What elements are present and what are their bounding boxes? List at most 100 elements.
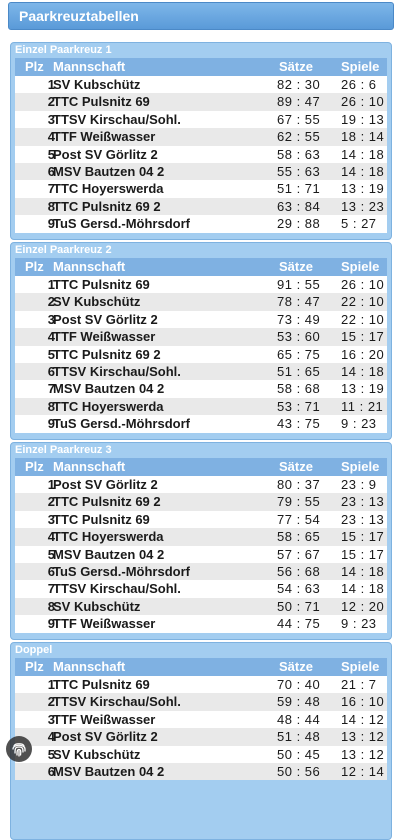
row-saetze: 53 : 71 [277, 398, 321, 414]
row-team: TuS Gersd.-Möhrsdorf [53, 216, 190, 232]
row-team: TTF Weißwasser [53, 129, 156, 145]
row-saetze: 79 : 55 [277, 494, 321, 510]
table-row[interactable]: 9 TuS Gersd.-Möhrsdorf 43 : 75 9 : 23 [15, 415, 387, 432]
row-team: TTC Pulsnitz 69 [53, 677, 150, 692]
table-row[interactable]: 5 Post SV Görlitz 2 58 : 63 14 : 18 [15, 146, 387, 163]
row-spiele: 9 : 23 [341, 616, 377, 632]
row-saetze: 51 : 48 [277, 729, 321, 745]
row-spiele: 23 : 13 [341, 494, 385, 510]
row-saetze: 53 : 60 [277, 329, 321, 345]
header-team: Mannschaft [53, 459, 126, 474]
row-rank: 2 [47, 494, 55, 510]
row-spiele: 14 : 18 [341, 146, 385, 162]
table-row[interactable]: 6 TuS Gersd.-Möhrsdorf 56 : 68 14 : 18 [15, 562, 387, 581]
header-team: Mannschaft [53, 259, 126, 274]
row-team: Post SV Görlitz 2 [53, 477, 158, 492]
row-saetze: 43 : 75 [277, 416, 321, 432]
header-saetze: Sätze [279, 459, 313, 474]
row-team: MSV Bautzen 04 2 [53, 546, 165, 562]
table-row[interactable]: 1 TTC Pulsnitz 69 70 : 40 21 : 7 [15, 676, 387, 693]
row-saetze: 59 : 48 [277, 694, 321, 710]
row-spiele: 18 : 14 [341, 129, 385, 145]
table-row[interactable]: 2 SV Kubschütz 78 : 47 22 : 10 [15, 293, 387, 311]
fingerprint-icon [12, 743, 26, 757]
row-spiele: 21 : 7 [341, 677, 377, 692]
row-rank: 3 [47, 711, 55, 727]
table-row[interactable]: 3 TTSV Kirschau/Sohl. 67 : 55 19 : 13 [15, 111, 387, 128]
table-row[interactable]: 4 TTF Weißwasser 62 : 55 18 : 14 [15, 128, 387, 146]
row-rank: 1 [47, 677, 55, 692]
table-row[interactable]: 9 TTF Weißwasser 44 : 75 9 : 23 [15, 615, 387, 632]
table-row[interactable]: 8 SV Kubschütz 50 : 71 12 : 20 [15, 597, 387, 616]
fingerprint-button[interactable] [6, 736, 32, 762]
row-team: TTC Pulsnitz 69 [53, 94, 150, 110]
table-row[interactable]: 2 TTSV Kirschau/Sohl. 59 : 48 16 : 10 [15, 693, 387, 711]
row-spiele: 14 : 18 [341, 581, 385, 597]
row-team: TTSV Kirschau/Sohl. [53, 111, 181, 127]
table-row[interactable]: 8 TTC Pulsnitz 69 2 63 : 84 13 : 23 [15, 197, 387, 216]
header-saetze: Sätze [279, 259, 313, 274]
row-saetze: 55 : 63 [277, 163, 321, 179]
row-team: TuS Gersd.-Möhrsdorf [53, 416, 190, 432]
table-row[interactable]: 2 TTC Pulsnitz 69 2 79 : 55 23 : 13 [15, 493, 387, 511]
table-row[interactable]: 3 TTC Pulsnitz 69 77 : 54 23 : 13 [15, 511, 387, 528]
row-saetze: 58 : 63 [277, 146, 321, 162]
row-team: Post SV Görlitz 2 [53, 146, 158, 162]
row-rank: 5 [47, 546, 55, 562]
table-row[interactable]: 2 TTC Pulsnitz 69 89 : 47 26 : 10 [15, 93, 387, 111]
row-saetze: 73 : 49 [277, 311, 321, 327]
row-rank: 8 [47, 398, 55, 414]
row-spiele: 16 : 10 [341, 694, 385, 710]
row-saetze: 58 : 65 [277, 529, 321, 545]
row-saetze: 48 : 44 [277, 711, 321, 727]
table-row[interactable]: 1 Post SV Görlitz 2 80 : 37 23 : 9 [15, 476, 387, 493]
table-row[interactable]: 4 TTC Hoyerswerda 58 : 65 15 : 17 [15, 528, 387, 546]
row-saetze: 58 : 68 [277, 381, 321, 397]
table-header: Plz Mannschaft Sätze Spiele [15, 658, 387, 676]
row-spiele: 15 : 17 [341, 329, 385, 345]
row-spiele: 11 : 21 [341, 398, 384, 414]
header-spiele: Spiele [341, 459, 380, 474]
table-row[interactable]: 4 Post SV Görlitz 2 51 : 48 13 : 12 [15, 728, 387, 746]
table-row[interactable]: 6 MSV Bautzen 04 2 50 : 56 12 : 14 [15, 762, 387, 781]
table-row[interactable]: 7 MSV Bautzen 04 2 58 : 68 13 : 19 [15, 380, 387, 397]
row-rank: 9 [47, 616, 55, 632]
table-row[interactable]: 6 MSV Bautzen 04 2 55 : 63 14 : 18 [15, 162, 387, 181]
row-rank: 3 [47, 511, 55, 527]
row-spiele: 13 : 19 [341, 181, 385, 197]
row-saetze: 63 : 84 [277, 198, 321, 214]
row-rank: 6 [47, 163, 55, 179]
row-rank: 8 [47, 198, 55, 214]
row-team: TTC Hoyerswerda [53, 529, 164, 545]
table-row[interactable]: 6 TTSV Kirschau/Sohl. 51 : 65 14 : 18 [15, 362, 387, 381]
table-row[interactable]: 9 TuS Gersd.-Möhrsdorf 29 : 88 5 : 27 [15, 215, 387, 232]
table-row[interactable]: 7 TTC Hoyerswerda 51 : 71 13 : 19 [15, 180, 387, 197]
row-team: TTSV Kirschau/Sohl. [53, 581, 181, 597]
table-row[interactable]: 5 SV Kubschütz 50 : 45 13 : 12 [15, 746, 387, 763]
row-spiele: 22 : 10 [341, 311, 385, 327]
row-spiele: 12 : 14 [341, 763, 385, 779]
row-saetze: 50 : 71 [277, 598, 321, 614]
table-row[interactable]: 8 TTC Hoyerswerda 53 : 71 11 : 21 [15, 397, 387, 416]
row-team: SV Kubschütz [53, 294, 141, 310]
table-row[interactable]: 7 TTSV Kirschau/Sohl. 54 : 63 14 : 18 [15, 580, 387, 597]
table-row[interactable]: 5 MSV Bautzen 04 2 57 : 67 15 : 17 [15, 546, 387, 563]
row-spiele: 26 : 6 [341, 77, 377, 92]
table-row[interactable]: 5 TTC Pulsnitz 69 2 65 : 75 16 : 20 [15, 346, 387, 363]
row-rank: 3 [47, 111, 55, 127]
row-rank: 8 [47, 598, 55, 614]
header-spiele: Spiele [341, 259, 380, 274]
row-rank: 5 [47, 746, 55, 762]
table-row[interactable]: 1 SV Kubschütz 82 : 30 26 : 6 [15, 76, 387, 93]
row-spiele: 14 : 18 [341, 363, 385, 379]
row-rank: 1 [47, 277, 55, 292]
table-row[interactable]: 3 Post SV Görlitz 2 73 : 49 22 : 10 [15, 311, 387, 328]
row-rank: 6 [47, 563, 55, 579]
row-rank: 6 [47, 363, 55, 379]
row-rank: 5 [47, 146, 55, 162]
row-saetze: 82 : 30 [277, 77, 321, 92]
table-row[interactable]: 1 TTC Pulsnitz 69 91 : 55 26 : 10 [15, 276, 387, 293]
table-row[interactable]: 4 TTF Weißwasser 53 : 60 15 : 17 [15, 328, 387, 346]
row-saetze: 54 : 63 [277, 581, 321, 597]
table-row[interactable]: 3 TTF Weißwasser 48 : 44 14 : 12 [15, 711, 387, 728]
